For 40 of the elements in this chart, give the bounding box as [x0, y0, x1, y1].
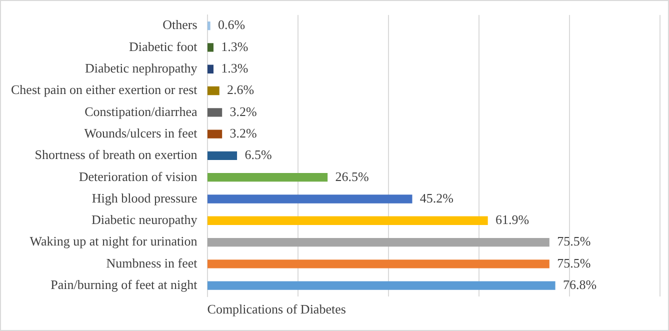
y-tick-label: Deterioration of vision — [78, 168, 198, 184]
data-label: 6.5% — [244, 147, 272, 162]
y-tick-label: Numbness in feet — [106, 255, 198, 270]
bar — [207, 194, 412, 204]
bar — [207, 43, 214, 52]
y-tick-label: Chest pain on either exertion or rest — [10, 82, 198, 98]
bar — [207, 108, 222, 117]
y-tick-label: Shortness of breath on exertion — [34, 147, 198, 162]
bar — [207, 64, 214, 74]
data-label: 45.2% — [420, 190, 454, 206]
bar — [207, 173, 328, 182]
bar — [207, 216, 488, 225]
data-label: 3.2% — [230, 125, 258, 140]
data-label: 76.8% — [562, 277, 597, 292]
data-label: 75.5% — [557, 234, 591, 249]
y-tick-label: Diabetic nephropathy — [85, 60, 198, 76]
bar — [207, 238, 550, 247]
y-tick-label: Wounds/ulcers in feet — [84, 125, 198, 140]
data-label: 1.3% — [221, 38, 248, 54]
x-axis-title: Complications of Diabetes — [207, 302, 346, 317]
data-label: 2.6% — [227, 82, 254, 98]
y-tick-label: High blood pressure — [92, 190, 198, 206]
data-label: 0.6% — [218, 17, 246, 32]
data-label: 3.2% — [230, 104, 258, 119]
y-tick-label: Constipation/diarrhea — [84, 104, 198, 119]
data-label: 75.5% — [557, 255, 591, 270]
data-label: 61.9% — [496, 212, 530, 228]
data-label: 1.3% — [221, 60, 248, 76]
y-tick-label: Waking up at night for urination — [30, 234, 198, 249]
bar — [207, 21, 210, 30]
bar — [207, 151, 238, 160]
data-label: 26.5% — [335, 168, 369, 184]
y-tick-label: Pain/burning of feet at night — [50, 277, 198, 292]
bar — [207, 86, 220, 96]
bar — [207, 281, 556, 290]
y-tick-label: Diabetic foot — [129, 38, 198, 54]
bar — [207, 130, 222, 138]
y-tick-label: Diabetic neuropathy — [92, 212, 198, 228]
y-tick-label: Others — [162, 17, 198, 32]
bar — [207, 260, 550, 268]
